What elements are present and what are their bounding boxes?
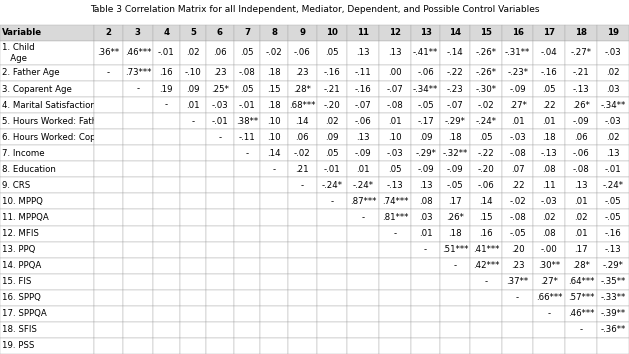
Text: Table 3 Correlation Matrix for all Independent, Mediator, Dependent, and Possibl: Table 3 Correlation Matrix for all Indep… bbox=[90, 5, 539, 14]
